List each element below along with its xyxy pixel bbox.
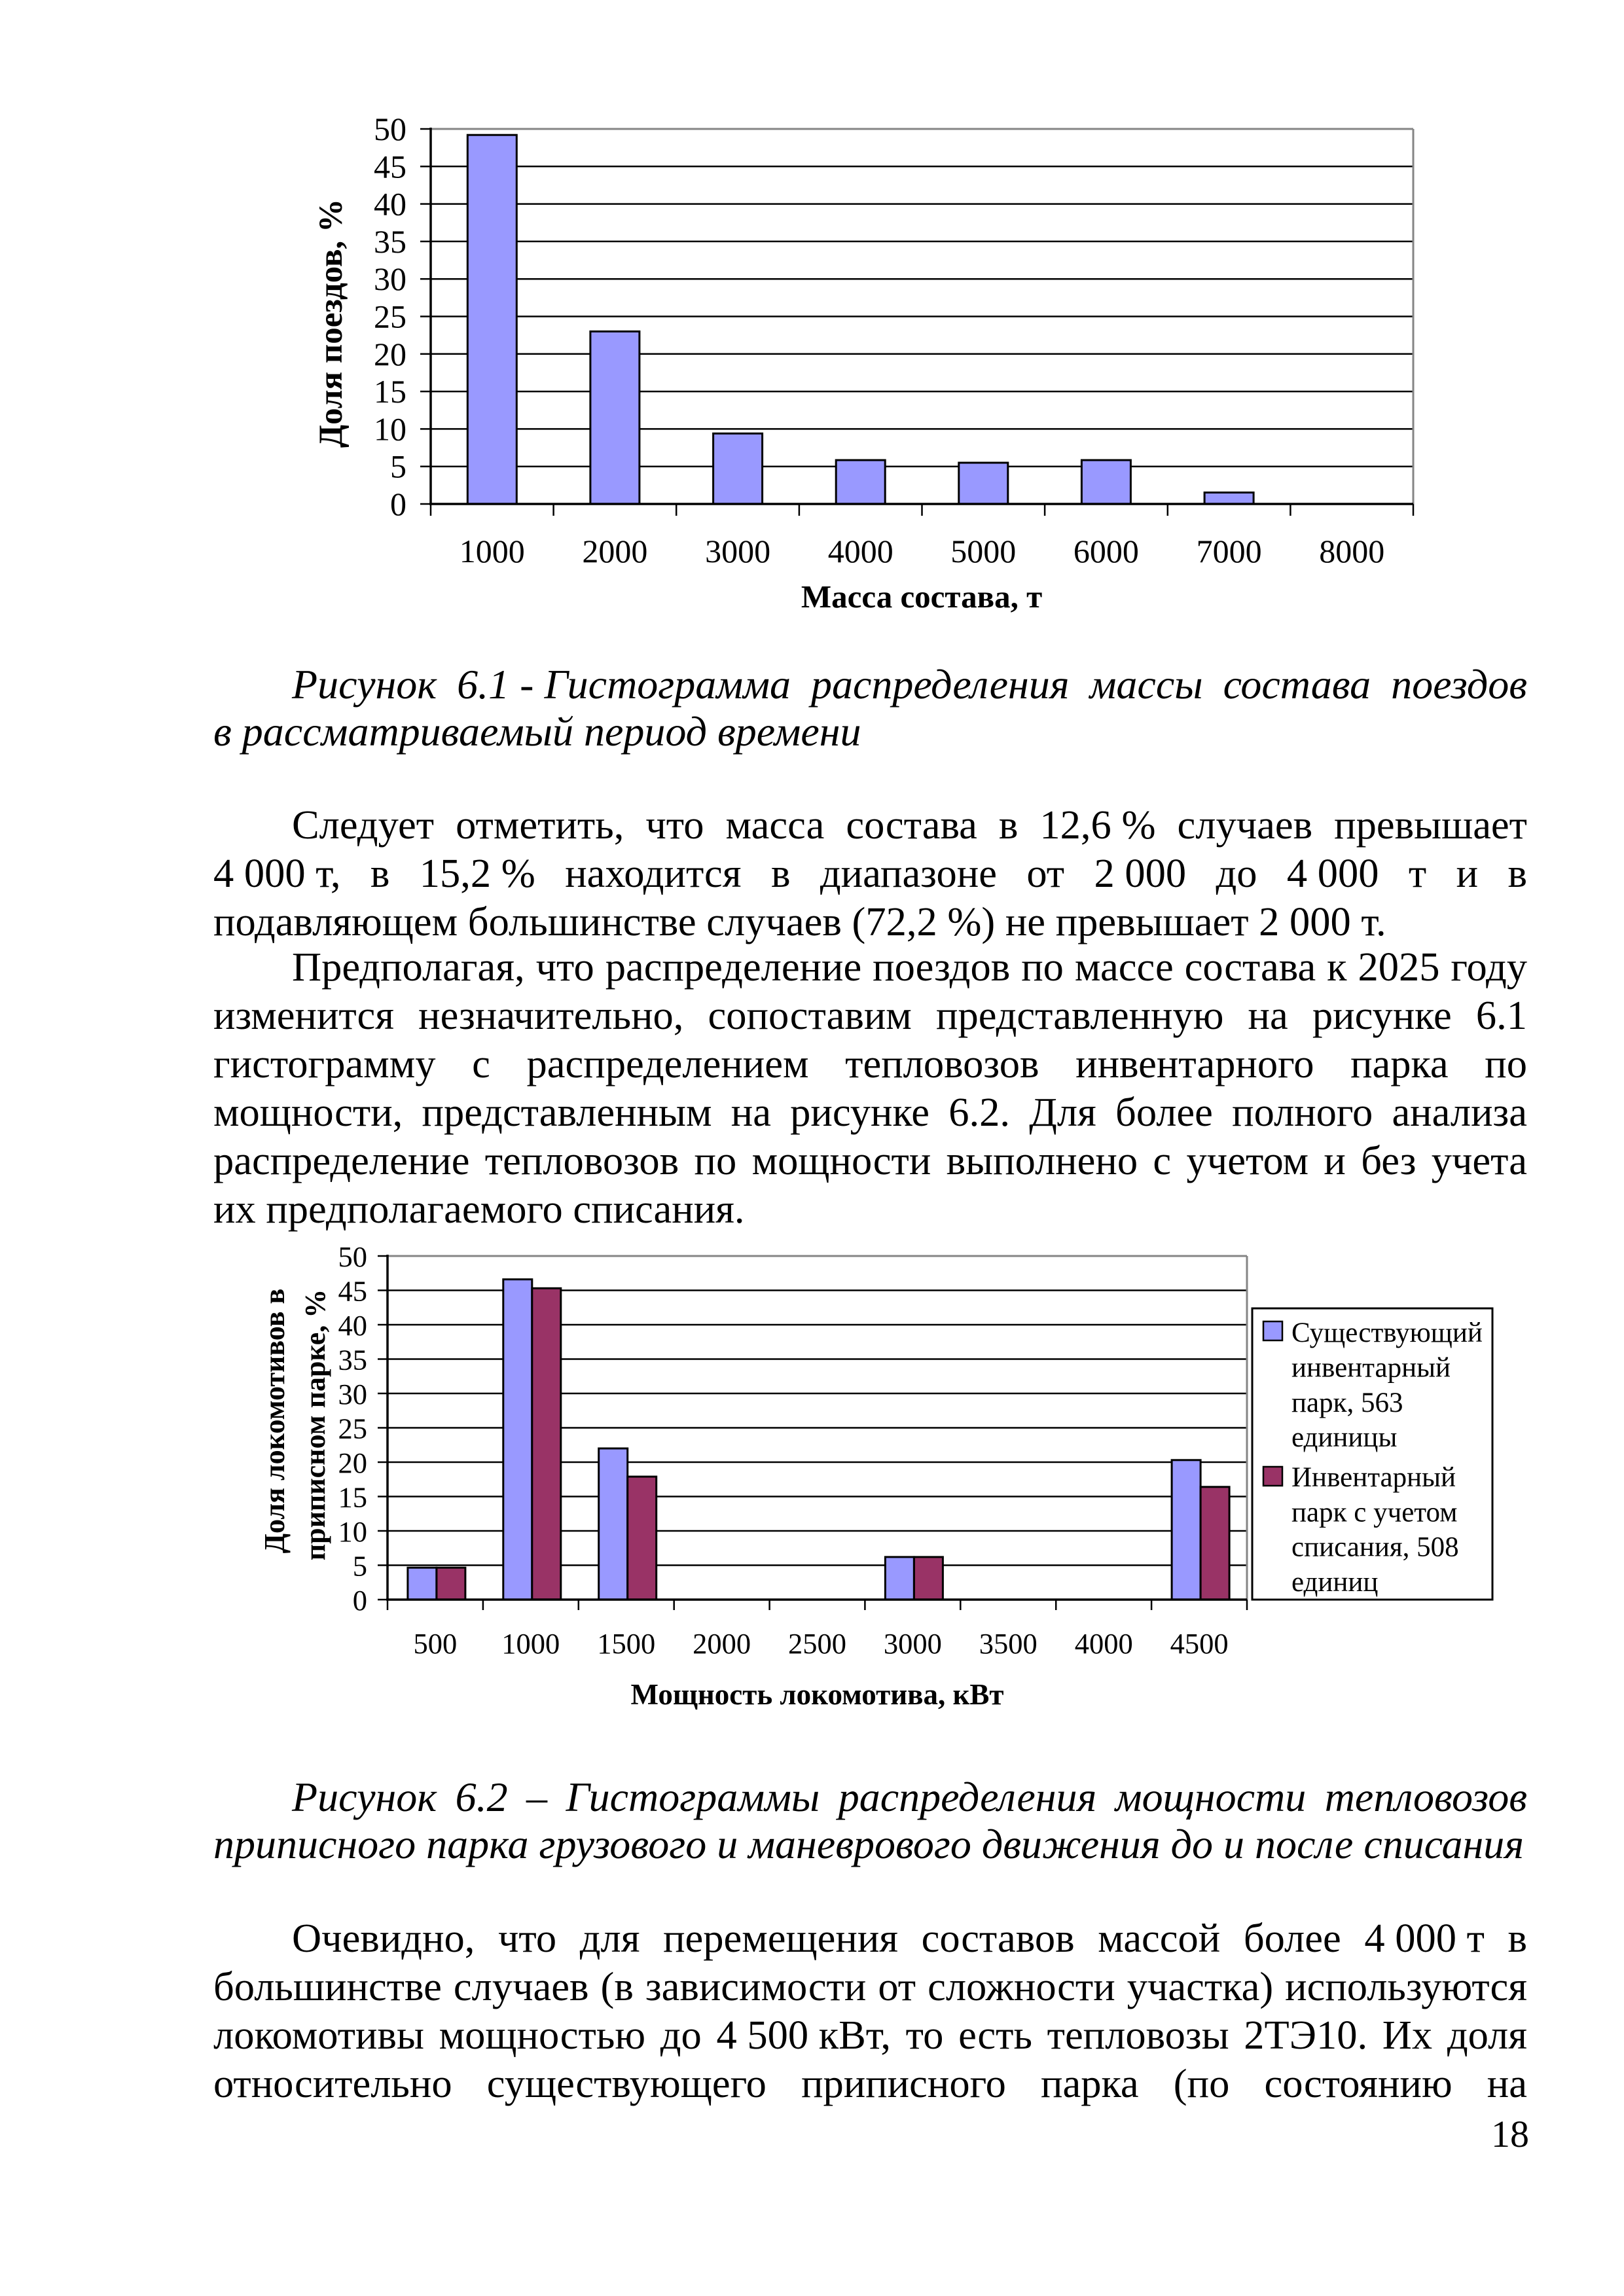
svg-text:1000: 1000 [460, 533, 525, 569]
svg-text:2500: 2500 [788, 1627, 846, 1660]
svg-text:4000: 4000 [1075, 1627, 1133, 1660]
svg-text:50: 50 [338, 1240, 368, 1273]
svg-text:6000: 6000 [1074, 533, 1139, 569]
svg-text:20: 20 [374, 336, 406, 372]
svg-text:Масса состава, т: Масса состава, т [801, 579, 1042, 615]
svg-text:15: 15 [374, 373, 406, 410]
svg-text:2000: 2000 [582, 533, 647, 569]
svg-text:30: 30 [374, 260, 406, 297]
svg-text:5: 5 [353, 1550, 367, 1583]
svg-text:10: 10 [374, 410, 406, 447]
svg-text:10: 10 [338, 1515, 368, 1548]
svg-text:25: 25 [338, 1412, 368, 1445]
svg-text:40: 40 [374, 186, 406, 223]
svg-text:5000: 5000 [950, 533, 1016, 569]
svg-text:Существующий: Существующий [1291, 1318, 1483, 1348]
svg-text:7000: 7000 [1197, 533, 1262, 569]
svg-text:25: 25 [374, 298, 406, 335]
svg-text:Доля поездов, %: Доля поездов, % [313, 199, 350, 448]
svg-text:единиц: единиц [1291, 1567, 1378, 1598]
svg-text:единицы: единицы [1291, 1422, 1397, 1453]
svg-text:8000: 8000 [1319, 533, 1384, 569]
svg-text:парк, 563: парк, 563 [1291, 1388, 1403, 1418]
svg-text:15: 15 [338, 1481, 368, 1514]
svg-text:0: 0 [390, 486, 406, 522]
svg-text:50: 50 [374, 111, 406, 147]
svg-text:3500: 3500 [979, 1627, 1038, 1660]
svg-text:Доля локомотивов в: Доля локомотивов в [259, 1289, 291, 1553]
svg-text:приписном парке, %: приписном парке, % [299, 1289, 331, 1561]
svg-text:Инвентарный: Инвентарный [1291, 1462, 1456, 1493]
svg-text:4500: 4500 [1170, 1627, 1229, 1660]
svg-text:3000: 3000 [705, 533, 770, 569]
svg-text:500: 500 [414, 1627, 458, 1660]
svg-text:45: 45 [338, 1275, 368, 1308]
svg-text:45: 45 [374, 148, 406, 185]
svg-text:списания, 508: списания, 508 [1291, 1532, 1459, 1563]
svg-text:4000: 4000 [828, 533, 893, 569]
svg-text:35: 35 [374, 223, 406, 260]
svg-text:0: 0 [353, 1584, 367, 1617]
svg-text:3000: 3000 [884, 1627, 942, 1660]
svg-text:инвентарный: инвентарный [1291, 1352, 1451, 1383]
svg-text:5: 5 [390, 448, 406, 485]
svg-text:Мощность локомотива, кВт: Мощность локомотива, кВт [631, 1678, 1004, 1711]
svg-text:30: 30 [338, 1378, 368, 1410]
svg-text:2000: 2000 [693, 1627, 751, 1660]
svg-text:20: 20 [338, 1446, 368, 1479]
svg-text:40: 40 [338, 1309, 368, 1342]
svg-text:1000: 1000 [501, 1627, 560, 1660]
svg-text:1500: 1500 [597, 1627, 655, 1660]
svg-text:парк с учетом: парк с учетом [1291, 1497, 1457, 1528]
svg-text:35: 35 [338, 1344, 368, 1376]
